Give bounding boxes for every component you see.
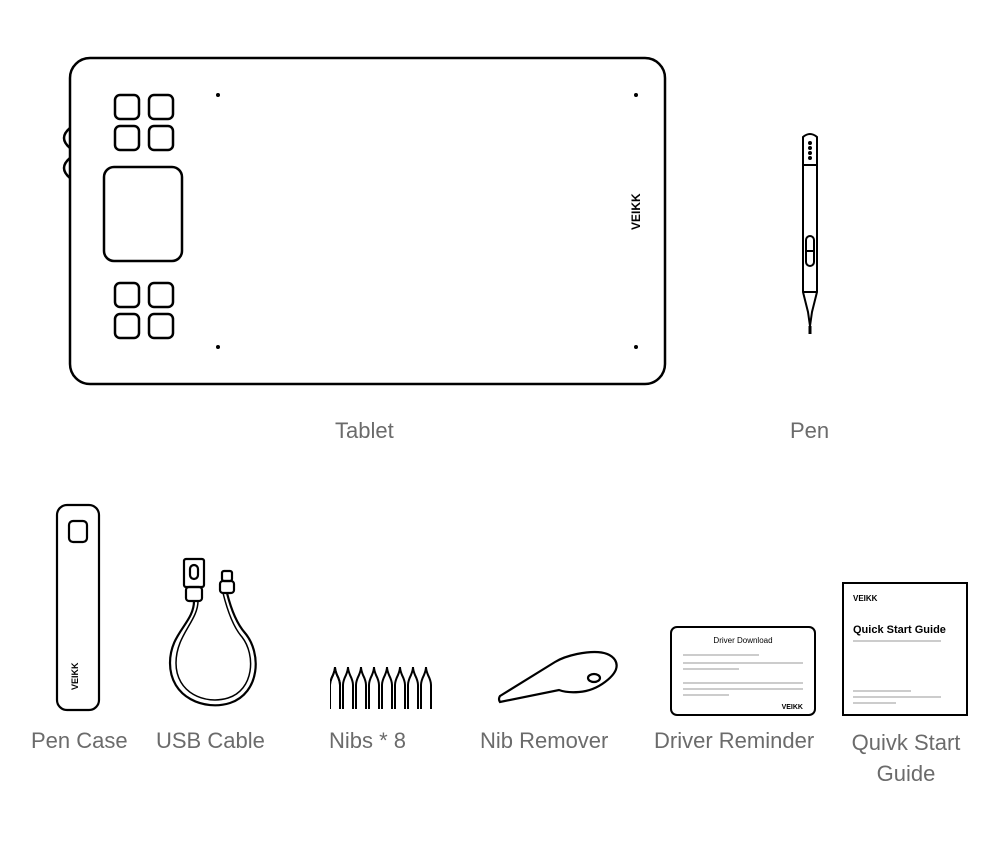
nib-remover-illustration bbox=[494, 640, 624, 720]
quick-start-label: Quivk Start Guide bbox=[836, 728, 976, 790]
driver-reminder-label: Driver Reminder bbox=[654, 728, 814, 754]
pen-case-brand-logo: VEIKK bbox=[70, 662, 80, 690]
driver-reminder-title: Driver Download bbox=[713, 636, 772, 645]
quick-start-brand: VEIKK bbox=[853, 594, 878, 603]
pen-case-label: Pen Case bbox=[31, 728, 128, 754]
tablet-label: Tablet bbox=[335, 418, 394, 444]
quick-start-illustration: VEIKK Quick Start Guide bbox=[841, 581, 971, 719]
usb-cable-illustration bbox=[160, 553, 290, 718]
driver-reminder-brand: VEIKK bbox=[782, 704, 803, 711]
pen-case-illustration: VEIKK bbox=[50, 500, 110, 720]
usb-cable-label: USB Cable bbox=[156, 728, 265, 754]
tablet-illustration: VEIKK bbox=[0, 0, 1000, 450]
quick-start-title: Quick Start Guide bbox=[853, 624, 946, 636]
nib-remover-label: Nib Remover bbox=[480, 728, 608, 754]
pen-illustration bbox=[795, 131, 825, 351]
nibs-label: Nibs * 8 bbox=[329, 728, 406, 754]
tablet-brand-logo: VEIKK bbox=[629, 193, 643, 230]
pen-label: Pen bbox=[790, 418, 829, 444]
nibs-illustration bbox=[330, 665, 450, 715]
driver-reminder-illustration: Driver Download VEIKK bbox=[669, 625, 819, 720]
